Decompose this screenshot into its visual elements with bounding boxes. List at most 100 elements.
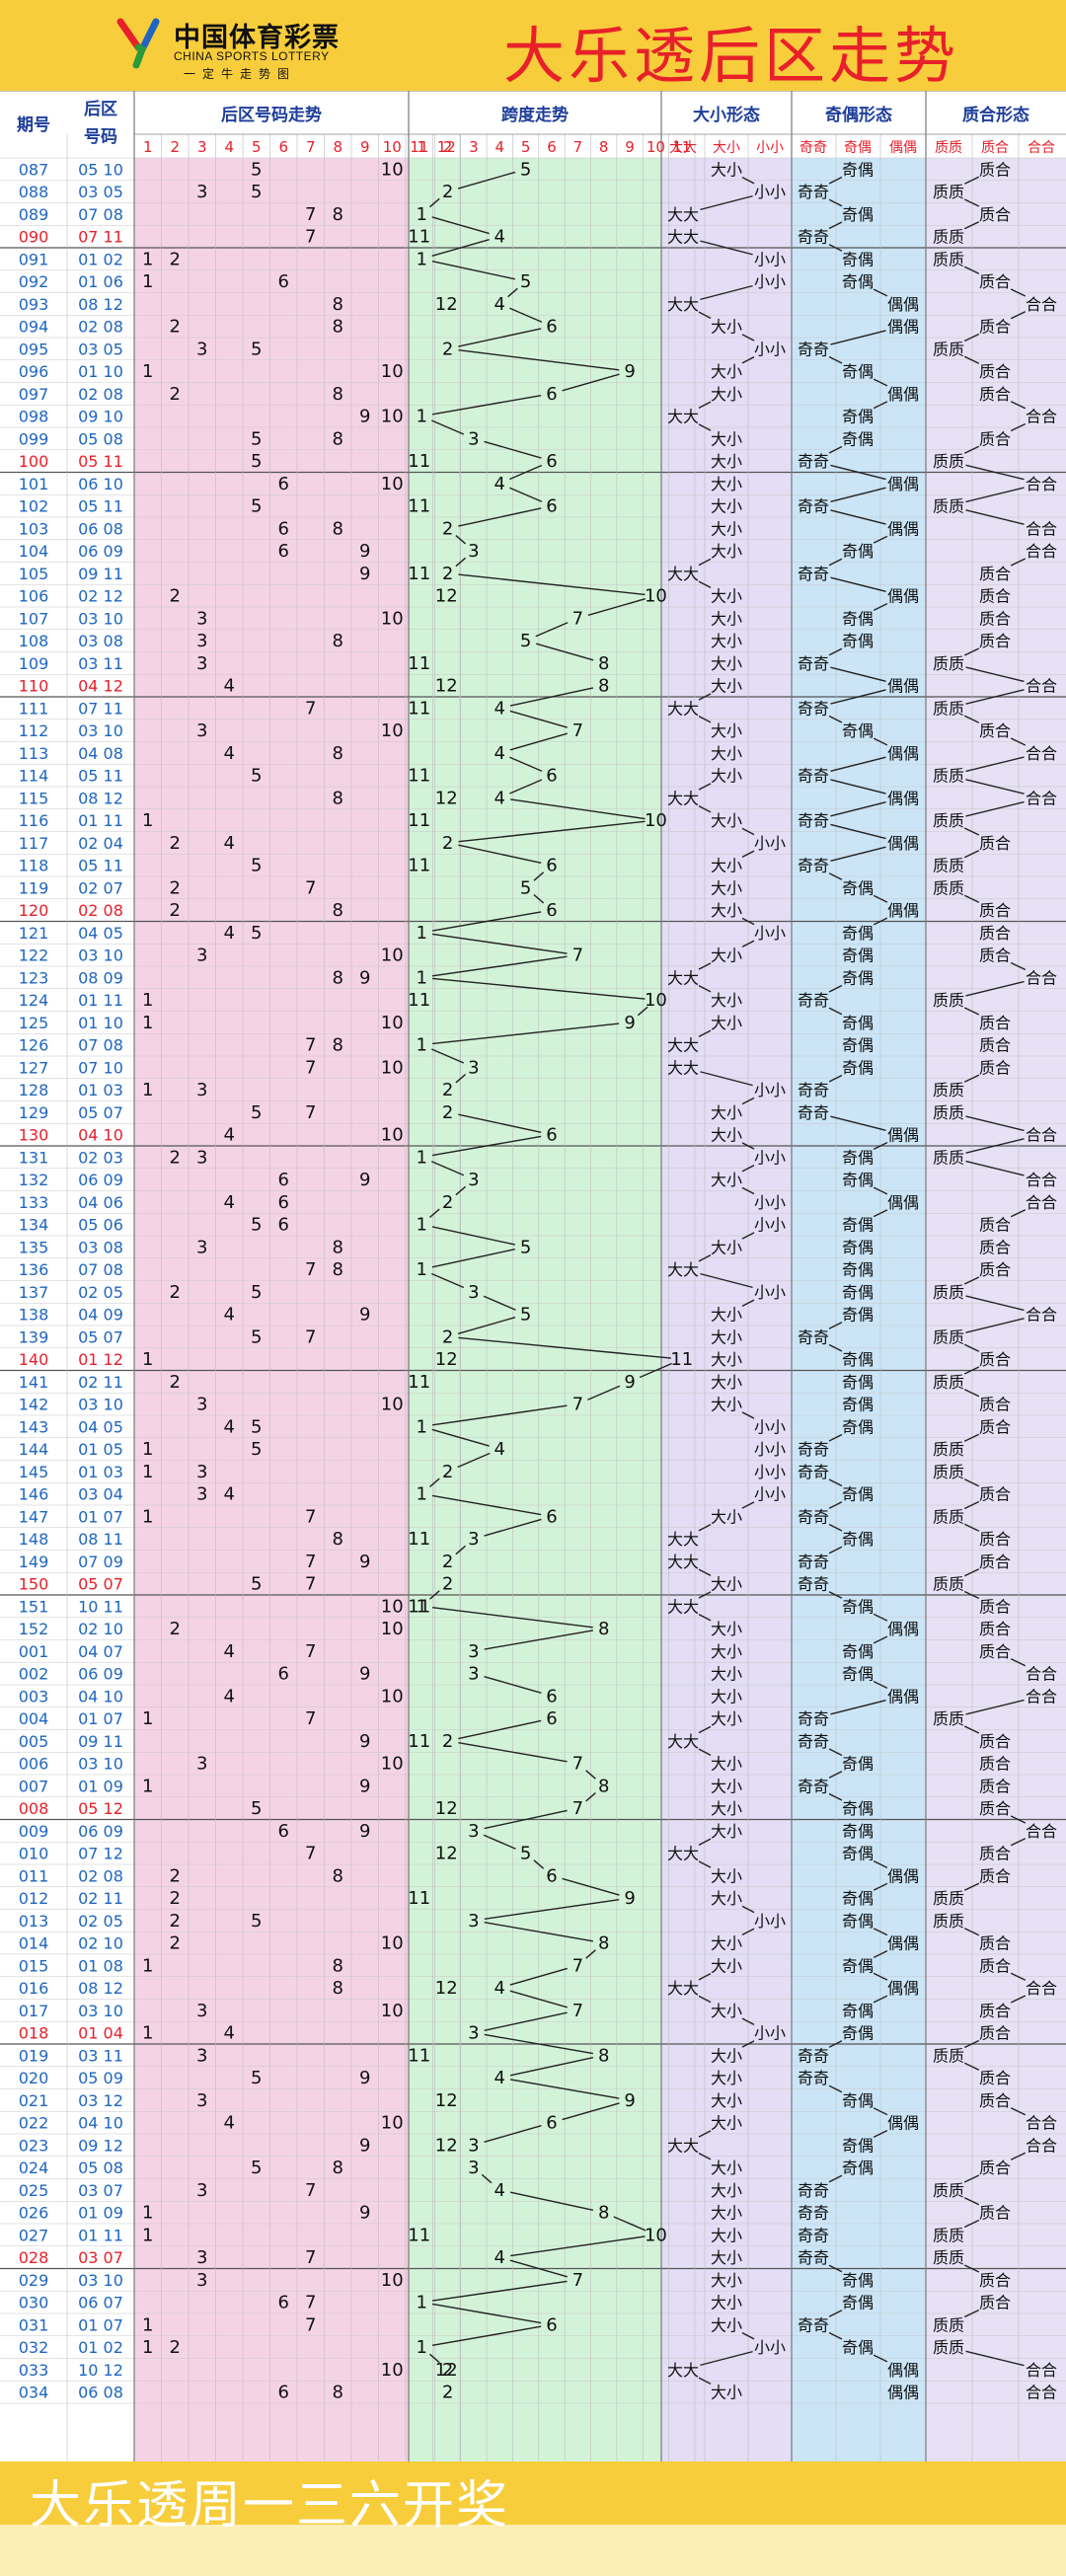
issue-label: 024 [19, 2159, 49, 2177]
size-pattern: 大小 [711, 475, 742, 493]
prime-pattern: 质合 [979, 1485, 1011, 1504]
prime-pattern: 质质 [933, 183, 964, 201]
prime-pattern: 合合 [1026, 475, 1057, 493]
trend-number: 12 [435, 676, 458, 697]
size-pattern: 大小 [711, 2069, 742, 2087]
issue-label: 122 [19, 947, 49, 965]
size-trend-line [698, 1860, 712, 1868]
trend-number: 11 [408, 1888, 430, 1909]
size-trend-line [698, 1725, 712, 1734]
prime-trend-line [1010, 2152, 1027, 2160]
size-trend-line [741, 2017, 755, 2025]
parity-trend-line [828, 1546, 843, 1554]
prime-pattern: 质合 [979, 1597, 1011, 1616]
parity-pattern: 奇偶 [842, 250, 874, 268]
trend-number: 4 [224, 1686, 235, 1706]
parity-pattern: 奇偶 [842, 609, 874, 628]
span-trend-line [431, 933, 568, 954]
parity-pattern: 奇偶 [842, 1014, 874, 1032]
issue-label: 095 [19, 340, 49, 358]
prime-pattern: 质合 [979, 272, 1011, 291]
prime-pattern: 质质 [933, 250, 964, 268]
trend-number: 8 [333, 204, 343, 225]
size-pattern: 小小 [754, 1485, 786, 1504]
parity-pattern: 奇奇 [798, 2248, 829, 2267]
span-value: 6 [546, 856, 557, 876]
span-trend-line [431, 911, 542, 932]
issue-label: 136 [19, 1260, 49, 1279]
size-pattern: 大小 [711, 1350, 742, 1369]
prime-trend-line [963, 445, 980, 454]
parity-pattern: 奇偶 [842, 2002, 874, 2020]
draw-numbers: 02 05 [78, 1912, 123, 1931]
span-value: 4 [495, 2180, 505, 2201]
prime-pattern: 质合 [979, 1396, 1011, 1414]
size-trend-line [698, 1254, 712, 1262]
trend-number: 5 [251, 1215, 262, 1236]
span-trend-line [429, 197, 440, 208]
trend-number: 1 [142, 1776, 153, 1796]
draw-numbers: 03 05 [78, 183, 123, 201]
prime-pattern: 质质 [933, 2046, 964, 2065]
draw-numbers: 01 11 [78, 2226, 123, 2244]
prime-trend-line [1010, 401, 1027, 410]
prime-trend-line [963, 1500, 980, 1510]
parity-trend-line [828, 2040, 843, 2048]
span-trend-line [533, 894, 545, 904]
issue-label: 001 [19, 1642, 49, 1661]
span-value: 11 [670, 1349, 693, 1370]
trend-number: 6 [278, 1664, 289, 1685]
size-trend-line [741, 1186, 755, 1195]
span-trend-line [484, 1629, 593, 1650]
size-pattern: 大小 [711, 1755, 742, 1774]
parity-pattern: 奇偶 [842, 408, 874, 426]
size-trend-line [698, 2153, 712, 2160]
size-trend-line [700, 240, 753, 256]
size-pattern: 大小 [711, 362, 742, 381]
trend-number: 12 [435, 2090, 458, 2111]
span-value: 2 [442, 833, 453, 854]
span-trend-line [509, 756, 543, 772]
parity-pattern: 奇奇 [798, 1463, 829, 1481]
prime-trend-line [963, 1276, 980, 1285]
parity-pattern: 奇偶 [842, 1417, 874, 1436]
prime-pattern: 合合 [1026, 1822, 1057, 1841]
prime-pattern: 质合 [979, 1036, 1011, 1055]
prime-trend-line [963, 2309, 980, 2318]
size-pattern: 大大 [667, 408, 699, 426]
issue-label: 030 [19, 2294, 49, 2312]
trend-number: 3 [196, 1484, 207, 1505]
span-value: 2 [442, 1462, 453, 1482]
trend-number: 11 [408, 451, 430, 472]
trend-number: 12 [435, 788, 458, 808]
issue-label: 111 [19, 699, 49, 718]
parity-pattern: 奇偶 [842, 1755, 874, 1774]
parity-trend-line [828, 984, 843, 993]
trend-number: 11 [408, 1529, 430, 1550]
span-trend-line [431, 1226, 516, 1246]
size-pattern: 大小 [711, 160, 742, 179]
issue-label: 092 [19, 272, 49, 291]
span-value: 2 [442, 1574, 453, 1595]
parity-pattern: 奇偶 [842, 160, 874, 179]
span-trend-line [431, 1494, 542, 1516]
parity-pattern: 奇偶 [842, 1822, 874, 1841]
prime-pattern: 质合 [979, 1014, 1011, 1032]
parity-pattern: 奇奇 [798, 497, 829, 516]
draw-numbers: 07 08 [78, 205, 123, 224]
trend-number: 3 [196, 720, 207, 741]
issue-label: 105 [19, 565, 49, 583]
span-value: 4 [495, 698, 505, 719]
parity-trend-line [830, 509, 886, 525]
draw-numbers: 01 10 [78, 1014, 123, 1032]
trend-number: 3 [196, 182, 207, 202]
size-pattern: 大小 [711, 857, 742, 875]
size-pattern: 小小 [754, 250, 786, 268]
size-trend-line [698, 716, 712, 723]
prime-trend-line [963, 1725, 980, 1734]
number-tick: 12 [437, 138, 456, 156]
span-trend-line [587, 597, 647, 617]
parity-trend-line [828, 1322, 843, 1329]
span-trend-line [562, 1877, 620, 1896]
trend-number: 6 [278, 1215, 289, 1236]
